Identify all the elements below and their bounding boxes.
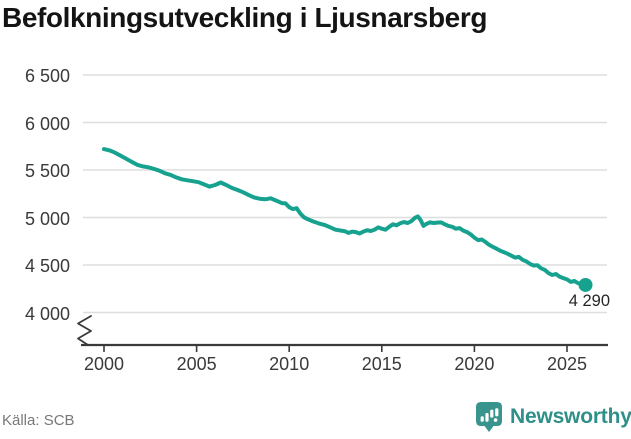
x-tick-label: 2005 (176, 354, 217, 374)
x-tick-label: 2020 (454, 354, 495, 374)
x-tick-label: 2025 (546, 354, 588, 374)
newsworthy-bubble-bar-chart-icon (476, 401, 502, 433)
y-tick-label: 5 500 (24, 161, 70, 181)
source-note: Källa: SCB (2, 412, 75, 429)
y-tick-label: 6 500 (24, 66, 70, 86)
chart-title: Befolkningsutveckling i Ljusnarsberg (2, 2, 488, 33)
axis-break-icon (77, 315, 92, 346)
latest-value-label: 4 290 (568, 292, 610, 310)
newsworthy-logo[interactable]: Newsworthy (476, 401, 631, 433)
y-tick-label: 4 500 (24, 256, 70, 276)
y-tick-label: 4 000 (24, 303, 70, 324)
population-line (102, 147, 588, 287)
y-tick-label: 5 000 (24, 208, 70, 229)
y-tick-label: 6 000 (24, 113, 70, 134)
x-tick-label: 2000 (83, 354, 125, 374)
newsworthy-wordmark: Newsworthy (510, 405, 631, 428)
x-tick-label: 2015 (361, 354, 402, 374)
x-tick-label: 2010 (269, 354, 310, 374)
latest-point-marker (578, 277, 593, 292)
